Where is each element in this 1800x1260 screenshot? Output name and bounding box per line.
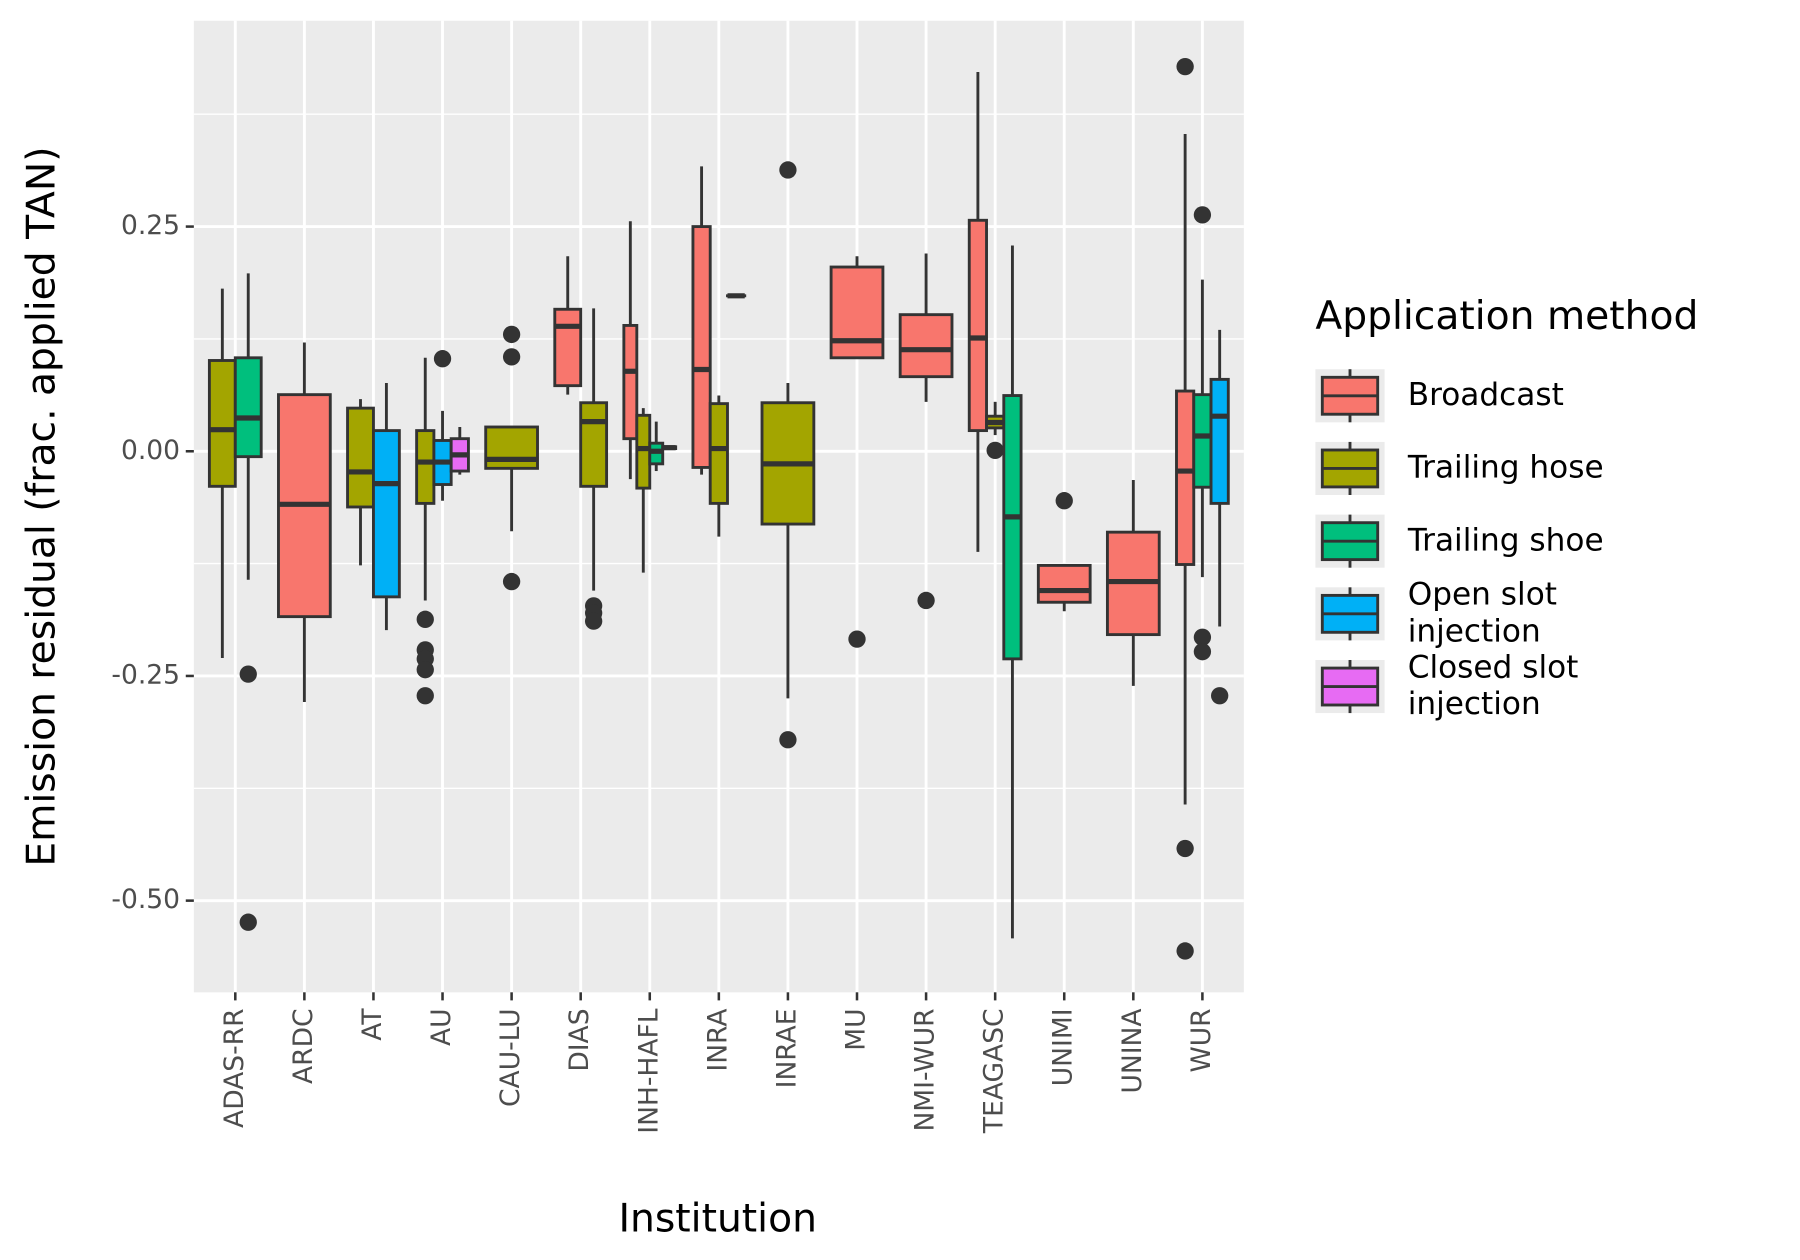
box <box>622 323 639 441</box>
legend: Broadcast Trailing hose Trailing shoe Open … <box>1315 369 1604 723</box>
outlier <box>1193 643 1212 661</box>
box <box>415 429 436 505</box>
outlier <box>848 630 866 648</box>
x-tick-label: UNIMI <box>1048 1008 1079 1086</box>
box <box>898 313 954 379</box>
outlier <box>584 612 603 630</box>
x-tick-label: DIAS <box>564 1008 595 1071</box>
y-tick-label: -0.25 <box>111 659 180 690</box>
x-tick-label: ARDC <box>288 1008 319 1084</box>
box <box>1192 393 1213 489</box>
x-tick-label: INRAE <box>771 1008 802 1088</box>
y-tick-label: -0.50 <box>111 884 180 915</box>
outlier <box>986 441 1004 460</box>
outlier <box>1211 687 1229 705</box>
outlier <box>779 731 797 749</box>
marks <box>207 57 1230 960</box>
x-tick-label: NMI-WUR <box>910 1008 941 1131</box>
outlier <box>416 661 434 679</box>
x-tick-label: INH-HAFL <box>633 1008 664 1133</box>
outlier <box>779 161 797 179</box>
y-axis-title: Emission residual (frac. applied TAN) <box>19 146 64 866</box>
legend-label: Trailing shoe <box>1407 522 1604 559</box>
x-tick-label: INRA <box>702 1008 733 1071</box>
outlier <box>502 348 521 366</box>
box <box>1002 394 1023 661</box>
legend-label-box: Trailing hose <box>1407 449 1604 486</box>
outlier <box>239 665 257 683</box>
legend-label-box: Broadcast <box>1407 377 1564 413</box>
legend-label: Trailing hose <box>1407 449 1604 486</box>
outlier <box>502 572 521 591</box>
outlier <box>1055 492 1073 510</box>
box <box>635 413 652 490</box>
box <box>372 429 401 599</box>
legend-label: Closed slot injection <box>1407 649 1579 723</box>
y-tick-label: 0.25 <box>121 210 180 241</box>
outlier <box>433 350 452 368</box>
y-tick-label: 0.00 <box>121 435 180 466</box>
outlier <box>1193 628 1212 646</box>
box <box>1175 389 1196 566</box>
outlier <box>416 687 434 705</box>
legend-label: Open slot injection <box>1407 576 1557 650</box>
box <box>708 402 729 505</box>
box <box>233 356 263 459</box>
x-tick-label: WUR <box>1186 1008 1217 1072</box>
legend-title: Application method <box>1315 294 1698 339</box>
outlier <box>502 325 521 344</box>
box <box>1036 563 1092 604</box>
outlier <box>239 913 257 931</box>
box <box>691 225 712 469</box>
box <box>829 265 885 360</box>
x-tick-label: ADAS-RR <box>219 1008 250 1127</box>
box <box>579 401 609 488</box>
legend-label-box: Closed slot injection <box>1407 649 1579 723</box>
x-tick-label: AT <box>357 1008 388 1041</box>
outlier <box>917 591 935 610</box>
box <box>207 359 237 488</box>
legend-label: Broadcast <box>1407 377 1564 413</box>
box <box>484 425 539 470</box>
x-tick-label: MU <box>841 1008 872 1050</box>
outlier <box>1176 57 1194 76</box>
x-tick-label: UNINA <box>1117 1008 1148 1093</box>
x-tick-label: CAU-LU <box>495 1008 526 1107</box>
outlier <box>1176 839 1194 858</box>
legend-label-box: Trailing shoe <box>1407 522 1604 559</box>
box <box>346 406 375 509</box>
outlier <box>1176 942 1194 960</box>
box <box>553 307 583 388</box>
outlier <box>416 610 434 628</box>
box <box>1209 377 1230 505</box>
legend-label-box: Open slot injection <box>1407 576 1557 650</box>
x-tick-label: AU <box>426 1008 457 1046</box>
x-axis-title: Institution <box>618 1196 817 1241</box>
box <box>967 218 988 433</box>
outlier <box>1193 206 1212 224</box>
x-tick-label: TEAGASC <box>979 1008 1010 1134</box>
